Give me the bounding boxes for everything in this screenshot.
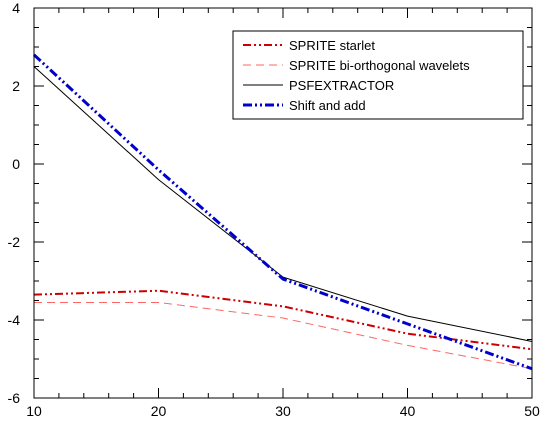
series-line-4 xyxy=(32,53,533,371)
y-tick-label: -2 xyxy=(8,234,21,250)
tick-labels-layer: 10 20 30 40 50 -6 -4 -2 0 2 4 xyxy=(8,0,540,419)
x-tick-label: 40 xyxy=(400,403,416,419)
legend-label-3: PSFEXTRACTOR xyxy=(289,78,394,93)
y-tick-label: -4 xyxy=(8,312,21,328)
x-tick-label: 30 xyxy=(275,403,291,419)
legend-label-4: Shift and add xyxy=(289,98,366,113)
x-tick-label: 20 xyxy=(151,403,167,419)
y-tick-label: -6 xyxy=(8,390,21,406)
series-layer xyxy=(32,53,533,371)
x-tick-label: 50 xyxy=(524,403,540,419)
y-tick-label: 4 xyxy=(12,0,20,16)
series-line-2 xyxy=(34,301,533,370)
legend-label-2: SPRITE bi-orthogonal wavelets xyxy=(289,58,470,73)
x-tick-label: 10 xyxy=(26,403,42,419)
plot-frame xyxy=(33,7,533,399)
y-tick-label: 0 xyxy=(12,156,20,172)
y-tick-label: 2 xyxy=(12,78,20,94)
legend-label-1: SPRITE starlet xyxy=(289,38,375,53)
legend: SPRITE starlet SPRITE bi-orthogonal wavel… xyxy=(232,30,524,120)
